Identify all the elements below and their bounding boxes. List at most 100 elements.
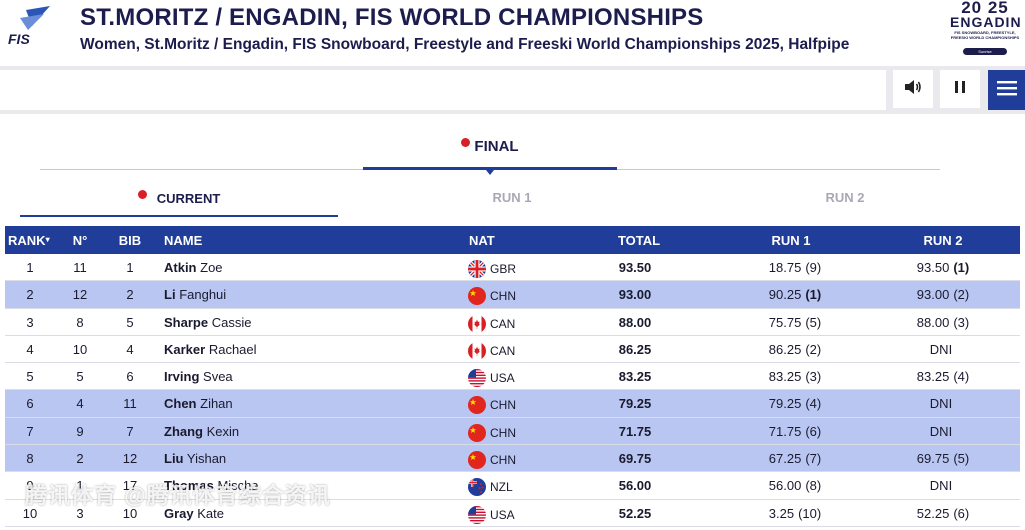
column-header-nat[interactable]: NAT: [469, 233, 495, 248]
run-2-rank: (5): [953, 451, 970, 467]
flag-can-icon: [468, 341, 486, 360]
cell-nat: GBR: [468, 260, 516, 278]
table-body: 1 11 1 Atkin Zoe GBR 93.50 18.75 (9) 93.50 (1) 2 12…: [5, 254, 1020, 527]
column-header-no[interactable]: N°: [72, 233, 88, 248]
tab-current-underline: [20, 215, 338, 217]
cell-rank: 3: [26, 314, 34, 330]
cell-nat: CAN: [468, 341, 515, 360]
column-header-name[interactable]: NAME: [164, 233, 203, 248]
nation-code: CHN: [490, 289, 516, 304]
run-1-score: 67.25: [768, 451, 802, 467]
flag-nzl-icon: [468, 478, 486, 497]
athlete-first-name: Kate: [197, 505, 225, 521]
run-1-score: 79.25: [768, 396, 802, 412]
cell-name[interactable]: Gray Kate: [164, 506, 224, 521]
run-2-rank: (1): [953, 260, 970, 275]
run-2-rank: (4): [953, 369, 970, 385]
table-row[interactable]: 5 5 6 Irving Svea USA 83.25 83.25 (3) 83.25 (4): [5, 363, 1020, 391]
cell-rank: 4: [26, 341, 34, 357]
cell-rank: 7: [26, 423, 34, 439]
page-subtitle: Women, St.Moritz / Engadin, FIS Snowboar…: [80, 36, 850, 53]
cell-run-1: 75.75 (5): [745, 315, 845, 330]
cell-name[interactable]: Zhang Kexin: [164, 424, 239, 439]
cell-run-2: 69.75 (5): [893, 451, 993, 466]
table-row[interactable]: 3 8 5 Sharpe Cassie CAN 88.00 75.75 (5) 88.00 (3): [5, 308, 1020, 336]
cell-name[interactable]: Thomas Mischa: [164, 478, 259, 493]
cell-run-1: 83.25 (3): [745, 369, 845, 384]
cell-run-2: 93.50 (1): [893, 260, 993, 275]
table-row[interactable]: 1 11 1 Atkin Zoe GBR 93.50 18.75 (9) 93.50 (1): [5, 254, 1020, 282]
cell-rank: 2: [26, 287, 34, 303]
athlete-first-name: Rachael: [208, 341, 257, 357]
column-header-run-1[interactable]: RUN 1: [771, 233, 811, 248]
speaker-icon: [904, 79, 922, 100]
column-header-rank[interactable]: RANK▾: [8, 233, 50, 248]
column-header-total[interactable]: TOTAL: [617, 233, 661, 248]
cell-name[interactable]: Li Fanghui: [164, 287, 226, 302]
cell-name[interactable]: Chen Zihan: [164, 396, 233, 411]
run-2-score: DNI: [929, 341, 953, 357]
cell-rank: 9: [26, 478, 34, 494]
sound-button[interactable]: [893, 70, 933, 108]
tab-final-label: FINAL: [474, 138, 519, 155]
event-logo-place: ENGADIN: [950, 14, 1022, 30]
cell-nat: CHN: [468, 451, 516, 470]
cell-name[interactable]: Sharpe Cassie: [164, 315, 251, 330]
cell-run-2: 83.25 (4): [893, 369, 993, 384]
event-logo: 20 25 ENGADIN FIS SNOWBOARD, FREESTYLE, …: [950, 0, 1022, 56]
tab-run-1[interactable]: RUN 1: [492, 190, 532, 205]
run-2-score: DNI: [929, 478, 953, 494]
run-2-rank: (2): [953, 287, 970, 303]
tab-run-2[interactable]: RUN 2: [825, 190, 865, 205]
cell-run-1: 71.75 (6): [745, 424, 845, 439]
run-1-rank: (6): [805, 423, 822, 439]
run-1-score: 75.75: [768, 314, 802, 330]
cell-bib: 2: [126, 287, 134, 303]
cell-name[interactable]: Karker Rachael: [164, 342, 257, 357]
run-2-score: 88.00: [916, 314, 950, 330]
tab-current[interactable]: CURRENT: [20, 190, 338, 216]
column-header-bib[interactable]: BIB: [118, 233, 142, 248]
table-row[interactable]: 2 12 2 Li Fanghui CHN 93.00 90.25 (1) 93.00 (2): [5, 281, 1020, 309]
table-row[interactable]: 8 2 12 Liu Yishan CHN 69.75 67.25 (7) 69.75 (5): [5, 445, 1020, 473]
pause-button[interactable]: [940, 70, 980, 108]
run-1-rank: (8): [805, 478, 822, 494]
run-2-score: 93.50: [916, 260, 950, 275]
table-row[interactable]: 9 1 17 Thomas Mischa NZL 56.00 56.00 (8) DNI: [5, 472, 1020, 500]
athlete-first-name: Mischa: [217, 478, 259, 494]
cell-run-2: DNI: [893, 424, 993, 439]
menu-button[interactable]: [988, 70, 1025, 110]
cell-bib: 5: [126, 314, 134, 330]
cell-run-1: 3.25 (10): [745, 506, 845, 521]
athlete-first-name: Yishan: [186, 451, 227, 467]
cell-run-1: 86.25 (2): [745, 342, 845, 357]
table-row[interactable]: 6 4 11 Chen Zihan CHN 79.25 79.25 (4) DNI: [5, 390, 1020, 418]
results-table: RANK▾ N° BIB NAME NAT TOTAL RUN 1 RUN 2 …: [5, 226, 1020, 527]
cell-no: 2: [76, 451, 84, 467]
run-1-score: 86.25: [768, 341, 802, 357]
watermark: 腾讯体育 @腾讯体育综合资讯: [25, 483, 331, 508]
column-header-run-2[interactable]: RUN 2: [923, 233, 963, 248]
table-row[interactable]: 10 3 10 Gray Kate USA 52.25 3.25 (10) 52.25 (6): [5, 499, 1020, 527]
run-2-score: 69.75: [916, 451, 950, 467]
nation-code: GBR: [490, 262, 517, 276]
run-2-rank: (3): [953, 314, 970, 330]
cell-name[interactable]: Irving Svea: [164, 369, 233, 384]
table-row[interactable]: 4 10 4 Karker Rachael CAN 86.25 86.25 (2) DNI: [5, 335, 1020, 364]
cell-nat: CHN: [468, 396, 516, 415]
cell-bib: 4: [126, 341, 134, 357]
athlete-first-name: Zihan: [200, 396, 233, 412]
run-1-rank: (7): [805, 451, 822, 467]
tab-final[interactable]: FINAL: [363, 138, 617, 170]
sponsor-badge: Sunrise: [963, 48, 1007, 55]
cell-name[interactable]: Liu Yishan: [164, 451, 226, 466]
cell-name[interactable]: Atkin Zoe: [164, 260, 223, 275]
sort-arrow-icon: ▾: [45, 235, 50, 244]
cell-run-2: DNI: [893, 396, 993, 411]
cell-no: 4: [76, 396, 84, 412]
athlete-first-name: Fanghui: [179, 287, 227, 303]
fis-logo[interactable]: FIS: [6, 6, 54, 48]
cell-run-2: 88.00 (3): [893, 315, 993, 330]
table-row[interactable]: 7 9 7 Zhang Kexin CHN 71.75 71.75 (6) DNI: [5, 417, 1020, 446]
cell-total: 79.25: [618, 396, 652, 412]
